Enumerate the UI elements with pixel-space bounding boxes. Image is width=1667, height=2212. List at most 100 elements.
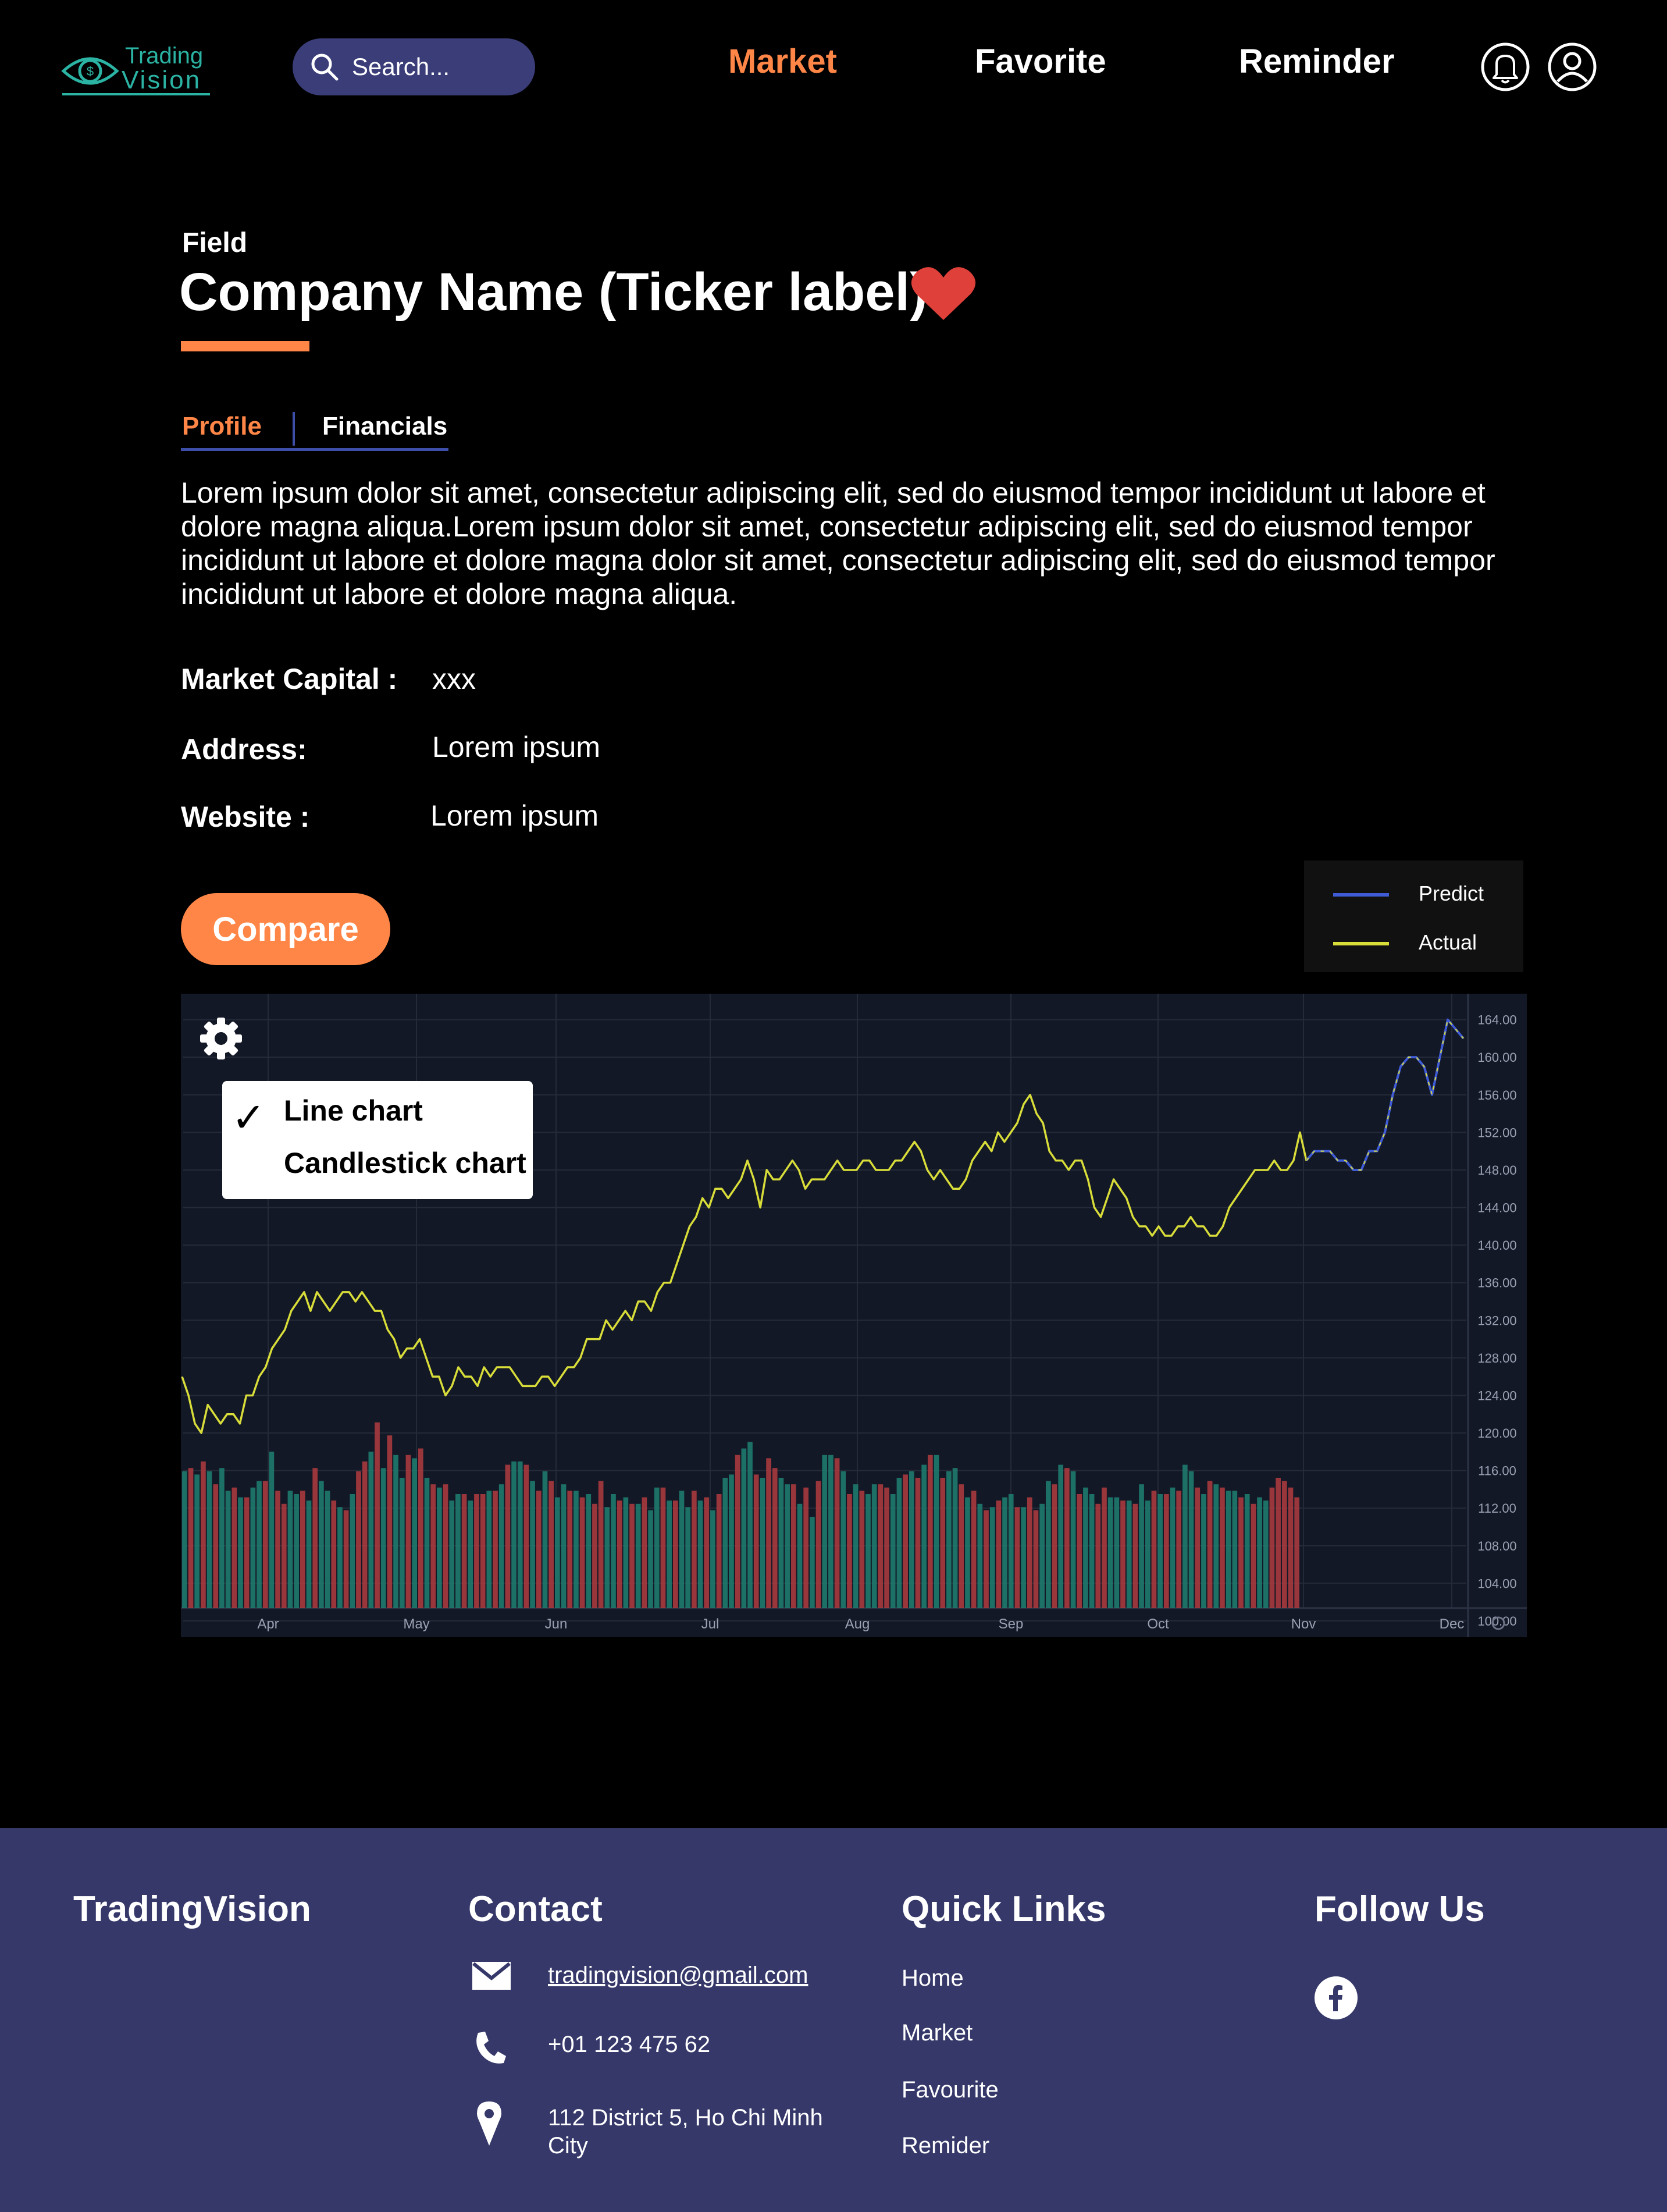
profile-tabs: Profile Financials	[181, 412, 448, 451]
footer-link-favourite[interactable]: Favourite	[902, 2077, 999, 2103]
volume-bar	[760, 1478, 765, 1608]
volume-bar	[604, 1507, 610, 1608]
volume-bar	[834, 1458, 840, 1608]
volume-bar	[567, 1491, 573, 1608]
volume-bar	[648, 1510, 653, 1608]
volume-bar	[555, 1497, 560, 1608]
app-logo[interactable]: $ Trading Vision	[61, 42, 212, 100]
chart-legend: Predict Actual	[1304, 860, 1523, 972]
checkmark-icon: ✓	[231, 1095, 266, 1140]
volume-bar	[1232, 1491, 1238, 1608]
footer-email-link[interactable]: tradingvision@gmail.com	[548, 1962, 808, 1988]
volume-bar	[312, 1468, 318, 1608]
volume-bar	[300, 1491, 305, 1608]
search-icon	[311, 54, 339, 81]
y-tick-label: 144.00	[1477, 1201, 1516, 1215]
user-avatar-icon[interactable]	[1547, 42, 1597, 92]
search-box[interactable]: Search...	[293, 38, 535, 95]
volume-bar	[430, 1484, 436, 1608]
volume-bar	[405, 1454, 411, 1608]
y-tick-label: 108.00	[1477, 1539, 1516, 1553]
volume-bar	[915, 1478, 921, 1608]
volume-bar	[517, 1461, 523, 1608]
volume-bar	[294, 1494, 299, 1608]
footer-contact-heading: Contact	[468, 1889, 603, 1929]
volume-bar	[871, 1484, 877, 1608]
volume-bar	[741, 1448, 747, 1608]
tab-financials[interactable]: Financials	[322, 412, 448, 440]
volume-bar	[201, 1461, 206, 1608]
volume-bar	[977, 1503, 983, 1608]
volume-bar	[1077, 1494, 1082, 1608]
y-tick-label: 136.00	[1477, 1276, 1516, 1290]
volume-bar	[424, 1478, 430, 1608]
volume-bar	[1281, 1481, 1287, 1608]
bell-icon[interactable]	[1480, 42, 1530, 92]
volume-bar	[772, 1468, 778, 1608]
menu-item-line-chart[interactable]: Line chart	[284, 1094, 423, 1127]
volume-bar	[884, 1487, 889, 1608]
volume-bar	[1132, 1503, 1138, 1608]
x-tick-label: Nov	[1291, 1616, 1316, 1632]
y-tick-label: 132.00	[1477, 1313, 1516, 1328]
volume-bar	[1145, 1500, 1150, 1608]
volume-bar	[182, 1471, 187, 1608]
volume-bar	[257, 1481, 262, 1608]
nav-favorite[interactable]: Favorite	[975, 42, 1106, 80]
y-tick-label: 124.00	[1477, 1388, 1516, 1403]
volume-bar	[803, 1487, 809, 1608]
volume-bar	[716, 1494, 722, 1608]
footer-link-market[interactable]: Market	[902, 2020, 973, 2046]
nav-market[interactable]: Market	[728, 42, 837, 80]
volume-bar	[859, 1491, 865, 1608]
footer-link-home[interactable]: Home	[902, 1965, 964, 1991]
nav-reminder[interactable]: Reminder	[1239, 42, 1395, 80]
compare-button[interactable]: Compare	[181, 893, 390, 965]
volume-bar	[729, 1474, 734, 1608]
footer-address: 112 District 5, Ho Chi Minh City	[548, 2105, 823, 2158]
chart-settings-gear-icon[interactable]	[198, 1015, 244, 1062]
volume-bar	[710, 1510, 715, 1608]
tab-profile[interactable]: Profile	[182, 412, 262, 440]
volume-bar	[1052, 1484, 1057, 1608]
volume-bar	[561, 1484, 567, 1608]
footer-link-reminder[interactable]: Remider	[902, 2133, 990, 2158]
volume-bar	[455, 1494, 461, 1608]
volume-bar	[219, 1468, 225, 1608]
volume-bar	[946, 1471, 952, 1608]
volume-bar	[574, 1491, 579, 1608]
website-value[interactable]: Lorem ipsum	[430, 799, 599, 832]
y-tick-label: 156.00	[1477, 1088, 1516, 1103]
volume-bar	[343, 1510, 349, 1608]
volume-bar	[231, 1487, 237, 1608]
y-tick-label: 120.00	[1477, 1426, 1516, 1441]
address-value: Lorem ipsum	[432, 731, 600, 763]
svg-text:$: $	[87, 64, 94, 79]
volume-bar	[940, 1478, 946, 1608]
volume-bar	[1139, 1484, 1144, 1608]
volume-bar	[1251, 1503, 1256, 1608]
volume-bar	[225, 1491, 231, 1608]
volume-bar	[399, 1478, 405, 1608]
website-label: Website :	[181, 801, 310, 833]
volume-bar	[579, 1497, 585, 1608]
volume-bar	[611, 1494, 616, 1608]
location-pin-icon	[477, 2101, 501, 2146]
volume-bar	[380, 1468, 386, 1608]
facebook-icon[interactable]	[1315, 1976, 1358, 2019]
volume-bar	[306, 1500, 312, 1608]
stock-price-chart[interactable]: 164.00 160.00 156.00 152.00 148.00 144.00 140.…	[181, 994, 1527, 1637]
volume-bar	[542, 1471, 548, 1608]
volume-bar	[996, 1500, 1002, 1608]
menu-item-candlestick-chart[interactable]: Candlestick chart	[284, 1147, 526, 1179]
phone-icon	[476, 2032, 506, 2064]
legend-actual-swatch	[1333, 942, 1389, 945]
volume-bar	[1238, 1497, 1244, 1608]
volume-bar	[753, 1474, 759, 1608]
legend-predict-label: Predict	[1419, 881, 1484, 905]
logo-underline	[62, 93, 210, 95]
favorite-heart-icon[interactable]	[910, 265, 977, 323]
volume-bar	[909, 1471, 914, 1608]
volume-bar	[1269, 1487, 1275, 1608]
volume-bar	[188, 1468, 194, 1608]
